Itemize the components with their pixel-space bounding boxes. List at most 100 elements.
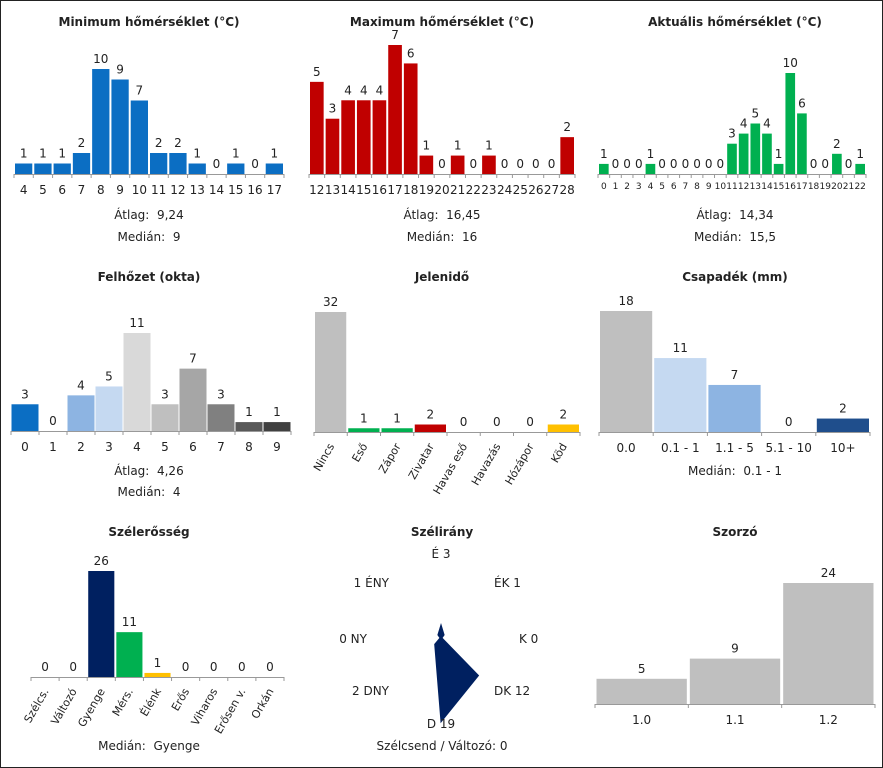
data-label: 0 <box>810 157 818 171</box>
bar <box>188 163 206 174</box>
data-label: 0 <box>635 157 643 171</box>
bar <box>116 632 143 677</box>
tick-label: 17 <box>796 182 807 192</box>
tick-label: 1.1 <box>725 713 744 727</box>
bar <box>547 424 579 432</box>
tick-label: 15 <box>228 183 243 197</box>
data-label: 1 <box>393 411 401 425</box>
stat-mean: Átlag: 16,45 <box>403 208 481 222</box>
data-label: 1 <box>39 147 47 161</box>
data-label: 1 <box>154 656 162 670</box>
bar <box>419 155 434 174</box>
stat-median: Medián: Gyenge <box>98 739 200 753</box>
data-label: 2 <box>839 402 847 416</box>
data-label: 1 <box>245 405 253 419</box>
data-label: 2 <box>560 408 568 422</box>
bar <box>560 137 574 174</box>
tick-label: 0 <box>21 440 29 454</box>
data-label: 7 <box>189 352 197 366</box>
bar <box>855 163 865 174</box>
tick-label: 8 <box>245 440 253 454</box>
tick-label: 11 <box>151 183 166 197</box>
stat-mean: Átlag: 4,26 <box>114 464 184 478</box>
bar <box>310 81 324 174</box>
bar <box>596 678 687 704</box>
stat-mean: Átlag: 9,24 <box>114 208 184 222</box>
bar <box>599 163 609 174</box>
data-label: 1 <box>273 405 281 419</box>
tick-label: 18 <box>808 182 820 192</box>
data-label: 1 <box>647 147 655 161</box>
data-label: 0 <box>460 415 468 429</box>
data-label: 6 <box>798 96 806 110</box>
chart-title: Szélerősség <box>108 525 190 539</box>
tick-label: 18 <box>403 183 418 197</box>
chart-panel-max-temp: Maximum hőmérséklet (°C) 5 12 3 13 4 14 4 15 4 16… <box>301 15 583 250</box>
tick-label: 6 <box>671 182 677 192</box>
tick-label: 13 <box>190 183 205 197</box>
data-label: 0 <box>548 157 556 171</box>
bar <box>179 368 207 431</box>
tick-label: 16 <box>247 183 262 197</box>
tick-label: 2 <box>624 182 630 192</box>
tick-label: 6 <box>58 183 66 197</box>
tick-label: 22 <box>466 183 481 197</box>
data-label: 1 <box>232 147 240 161</box>
data-label: 2 <box>427 408 435 422</box>
data-label: 0 <box>526 415 534 429</box>
bar <box>227 163 245 174</box>
bar <box>797 113 807 174</box>
bar <box>150 153 168 174</box>
data-label: 0 <box>49 414 57 428</box>
tick-label: Szélcs. <box>21 686 51 725</box>
data-label: 1 <box>360 411 368 425</box>
tick-label: 21 <box>450 183 465 197</box>
data-label: 0 <box>658 157 666 171</box>
tick-label: 3 <box>105 440 113 454</box>
tick-label: 0.1 - 1 <box>661 441 700 455</box>
wind-rose: É 3 ÉK 1 K 0 DK 12 D 19 2 DNY 0 NY 1 ÉNY <box>339 546 538 731</box>
tick-label: 9 <box>273 440 281 454</box>
bar <box>341 100 355 174</box>
data-label: 0 <box>69 660 77 674</box>
data-label: 24 <box>821 566 836 580</box>
bar <box>356 100 371 174</box>
data-label: 10 <box>783 56 798 70</box>
direction-label: DK 12 <box>494 684 530 698</box>
data-label: 3 <box>21 387 29 401</box>
bar <box>95 386 123 431</box>
data-label: 26 <box>94 554 109 568</box>
tick-label: 12 <box>170 183 185 197</box>
tick-label: 3 <box>636 182 642 192</box>
tick-label: 15 <box>773 182 784 192</box>
bar <box>265 163 283 174</box>
data-label: 7 <box>136 84 144 98</box>
bar <box>325 118 340 174</box>
bar <box>600 311 653 432</box>
tick-label: 1.0 <box>632 713 651 727</box>
tick-label: 28 <box>560 183 575 197</box>
data-label: 0 <box>612 157 620 171</box>
tick-label: 19 <box>419 183 434 197</box>
data-label: 32 <box>323 295 338 309</box>
tick-label: Erős <box>169 686 192 713</box>
tick-label: Zivatar <box>406 441 437 482</box>
data-label: 2 <box>155 136 163 150</box>
tick-label: 20 <box>831 182 843 192</box>
bar <box>151 404 179 431</box>
tick-label: 27 <box>544 183 559 197</box>
tick-label: 0.0 <box>617 441 636 455</box>
data-label: 0 <box>438 157 446 171</box>
stat-median: Medián: 15,5 <box>693 230 777 244</box>
bar <box>482 155 496 174</box>
bar <box>708 384 761 432</box>
direction-label: 0 NY <box>339 632 367 646</box>
tick-label: 14 <box>761 182 773 192</box>
tick-label: 26 <box>528 183 543 197</box>
data-label: 0 <box>251 157 259 171</box>
chart-panel-precip: Csapadék (mm) 18 0.0 11 0.1 - 1 7 1.1 - 5 0 5.1… <box>594 270 876 505</box>
data-label: 0 <box>785 415 793 429</box>
data-label: 5 <box>313 65 321 79</box>
data-label: 0 <box>623 157 631 171</box>
